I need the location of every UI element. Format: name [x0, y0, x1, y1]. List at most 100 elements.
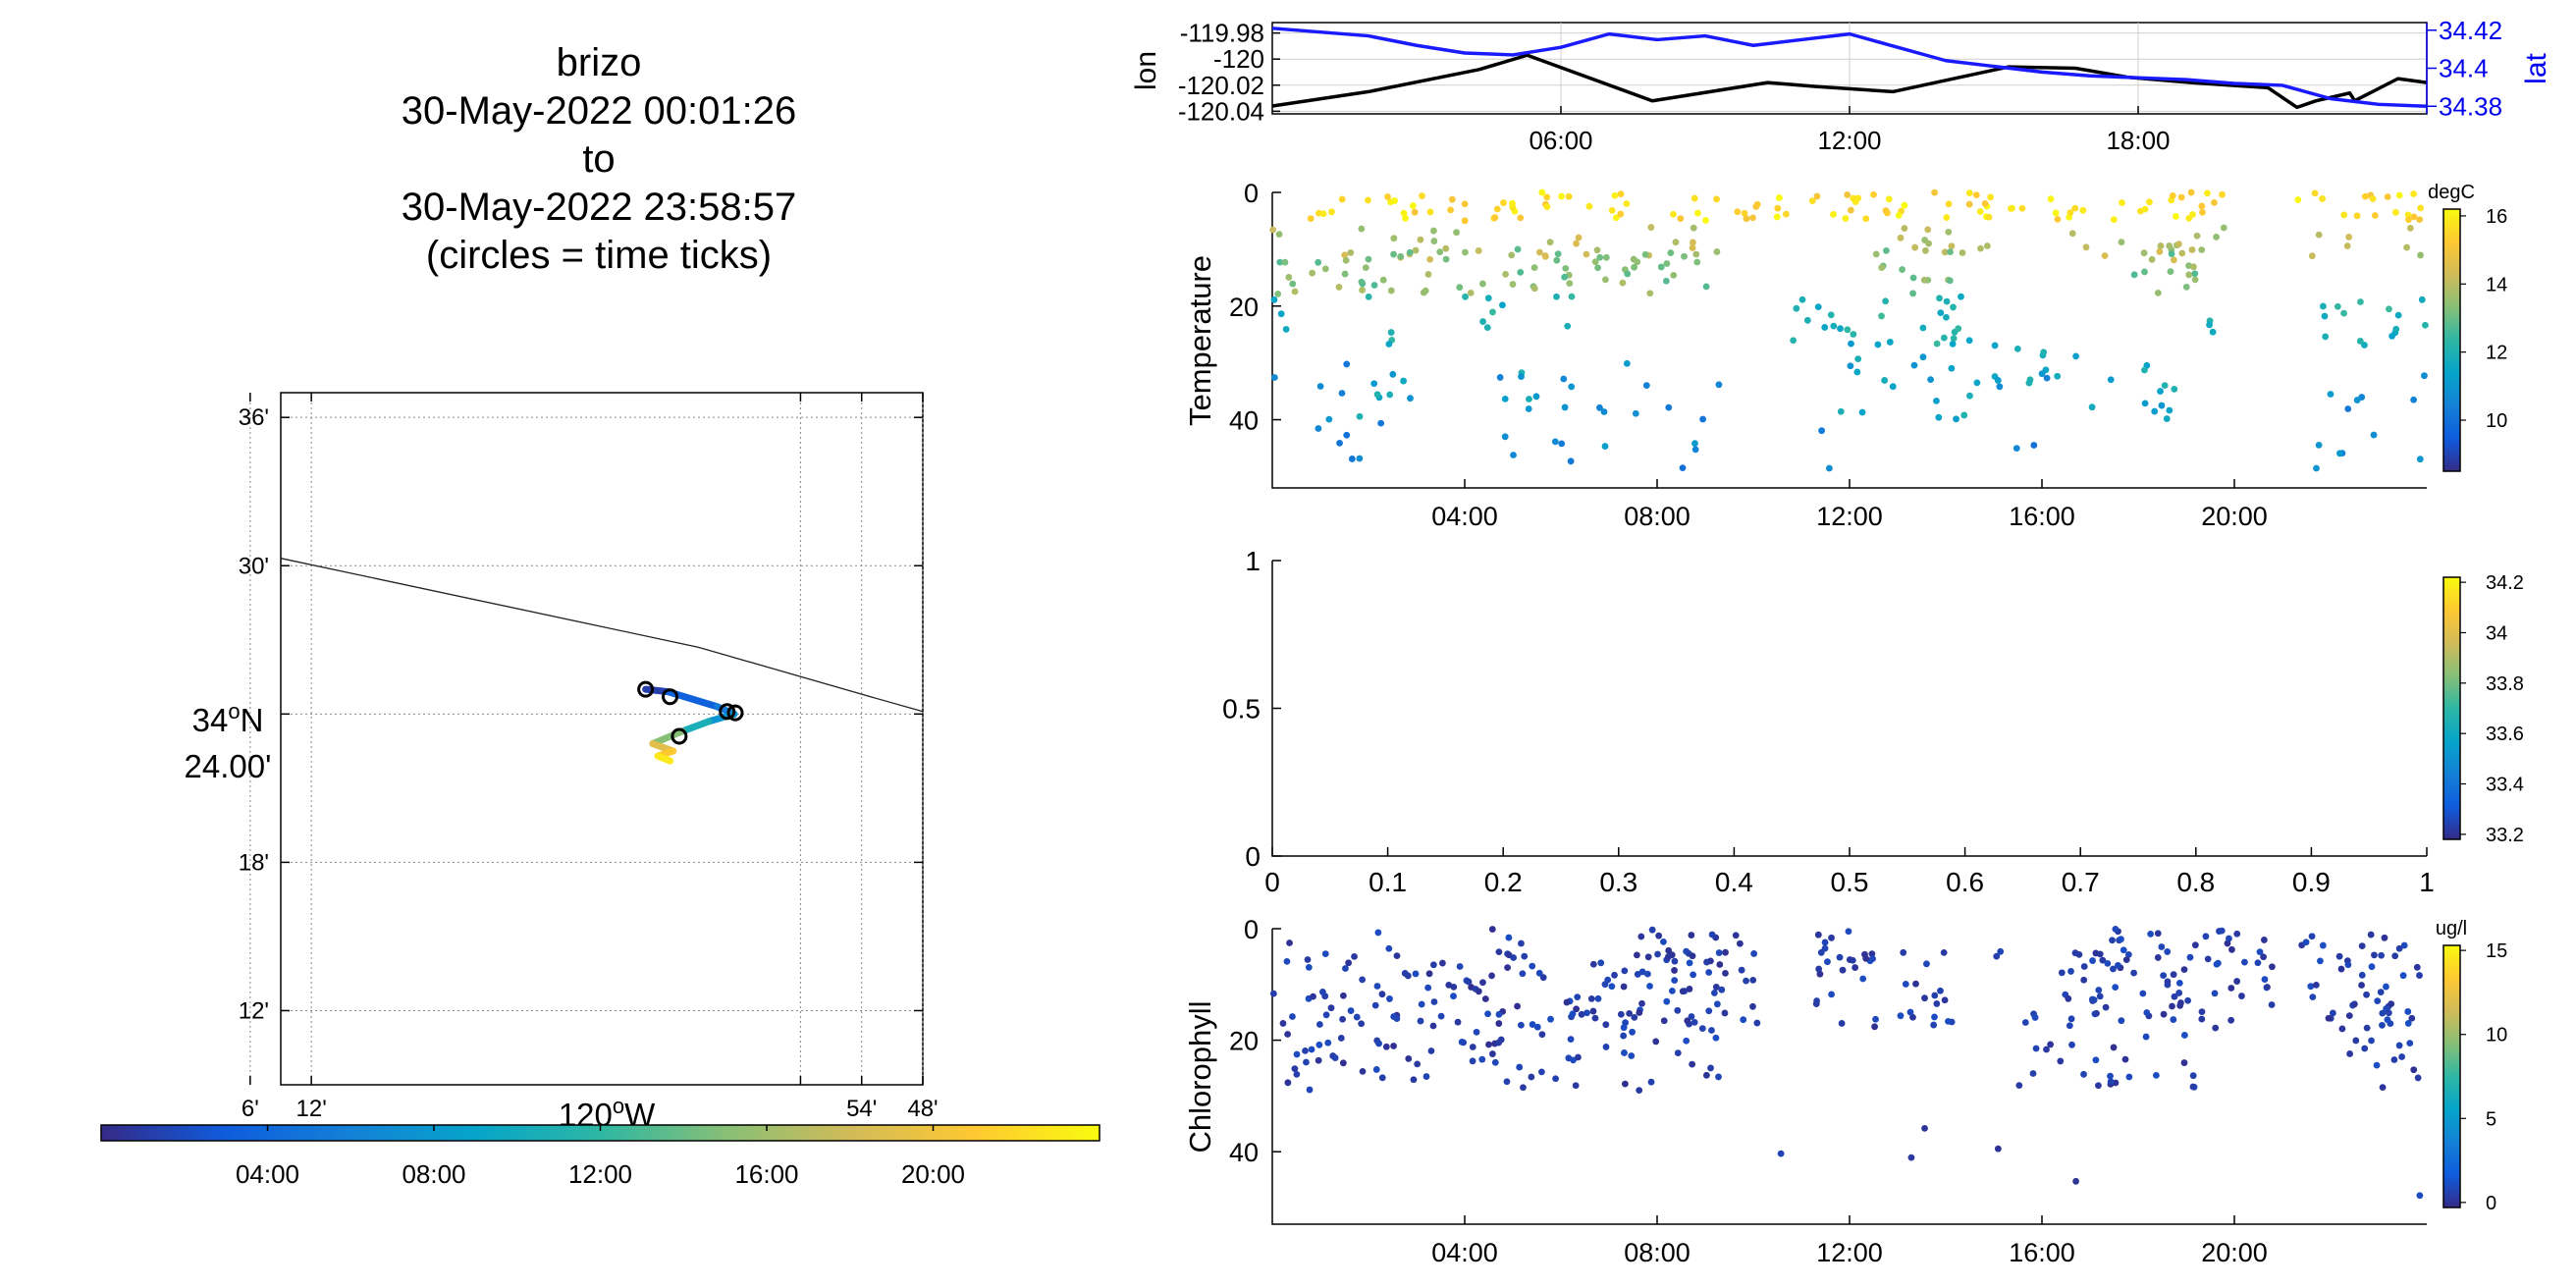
chl-point: [1698, 1025, 1706, 1033]
temp-point: [1379, 276, 1387, 284]
chl-point: [1573, 1005, 1581, 1013]
chl-point: [2125, 1073, 2133, 1081]
temp-point: [2141, 400, 2149, 407]
track-segment: [654, 752, 674, 765]
temp-point: [1994, 377, 2002, 384]
chl-point: [1994, 1145, 2002, 1153]
chl-point: [1633, 951, 1640, 959]
temp-point: [1909, 290, 1916, 297]
chl-point: [2160, 1010, 2168, 1018]
temp-point: [1941, 248, 1949, 256]
temp-point: [1830, 322, 1838, 330]
temp-cbar-tick-label: 16: [2486, 206, 2507, 228]
temp-point: [2361, 342, 2368, 349]
chl-point: [1626, 1009, 1634, 1017]
chl-point: [2186, 953, 2194, 961]
temp-point: [1882, 297, 1890, 305]
temp-point: [2066, 209, 2074, 216]
temp-point: [1336, 439, 1343, 447]
sal-ytick-label: 0: [1245, 841, 1261, 872]
temp-point: [1919, 353, 1927, 361]
temp-point: [1895, 211, 1903, 219]
chl-point: [1460, 1039, 1468, 1046]
temp-point: [2101, 252, 2109, 259]
chl-point: [2302, 939, 2310, 946]
chl-point: [2264, 984, 2271, 991]
temp-point: [2311, 189, 2319, 197]
chl-point: [1736, 939, 1744, 947]
chl-point: [1602, 1021, 1610, 1029]
sal-xtick-label: 0.8: [2176, 867, 2215, 897]
chl-point: [2067, 968, 2074, 975]
chl-point: [2080, 1070, 2087, 1078]
temp-point: [2038, 370, 2046, 378]
chl-point: [1738, 966, 1745, 974]
lat-ytick-label: 34.38: [2439, 91, 2502, 121]
temp-point: [2141, 366, 2148, 374]
chl-point: [1587, 995, 1595, 1002]
time-tick-circle: [726, 704, 744, 722]
chl-point: [1552, 1075, 1559, 1083]
temp-point: [1920, 276, 1928, 284]
temp-point: [1950, 303, 1957, 311]
chl-point: [2361, 1045, 2369, 1052]
temperature-panel: 04:00 08:00 12:00 16:00 20:00 0 20 40 Temperatu…: [1183, 179, 2507, 531]
temp-point: [2388, 332, 2395, 340]
chl-point: [1353, 1013, 1361, 1021]
chl-point: [1537, 1068, 1545, 1076]
chl-point: [1331, 1054, 1339, 1061]
temp-point: [1390, 235, 1398, 242]
temperature-colorbar: [2442, 208, 2461, 472]
chl-point: [2256, 948, 2264, 956]
salinity-ticks: 0 0.1 0.2 0.3 0.4 0.5 0.6 0.7 0.8 0.9 1 0 0.5 1: [1222, 546, 2435, 897]
chl-point: [2068, 1041, 2075, 1048]
temp-point: [2213, 233, 2220, 241]
chl-point: [2198, 1008, 2206, 1016]
temp-point: [2146, 198, 2153, 206]
chl-point: [1933, 1000, 1941, 1007]
temp-point: [2191, 276, 2199, 284]
chl-point: [2202, 933, 2210, 940]
chl-point: [1473, 1028, 1480, 1036]
chl-point: [1821, 939, 1829, 946]
chl-point: [2107, 1078, 2115, 1086]
temp-point: [1321, 265, 1329, 273]
chl-point: [2107, 1072, 2114, 1080]
temp-point: [1818, 427, 1826, 435]
temp-point: [1277, 310, 1285, 318]
temp-point: [2219, 190, 2226, 198]
temp-point: [1517, 214, 1525, 222]
temp-point: [2334, 302, 2341, 310]
temp-point: [1608, 206, 1616, 214]
chl-point: [2110, 1044, 2118, 1051]
temp-point: [1365, 196, 1371, 204]
chl-point: [1519, 970, 1527, 978]
chl-point: [1846, 956, 1853, 963]
lat-ytick-label: 34.42: [2439, 16, 2502, 45]
chl-point: [1909, 1013, 1916, 1021]
temp-point: [1854, 355, 1862, 363]
chl-point: [1337, 1035, 1345, 1042]
temp-point: [1391, 197, 1398, 204]
chl-point: [1617, 1010, 1625, 1018]
chl-point: [2164, 978, 2172, 986]
temp-point: [2141, 205, 2149, 213]
chl-point: [2390, 1056, 2398, 1063]
temp-point: [2220, 224, 2227, 232]
temp-point: [1554, 250, 1562, 258]
temp-point: [1424, 271, 1432, 278]
chl-point: [1648, 926, 1656, 934]
temp-point: [2154, 289, 2162, 296]
temp-point: [2204, 189, 2211, 197]
chl-ytick-label: 0: [1244, 915, 1259, 944]
chl-point: [2379, 1009, 2387, 1017]
chl-point: [1611, 971, 1618, 979]
temp-point: [2161, 382, 2169, 390]
chl-point: [2391, 952, 2399, 960]
temp-point: [1911, 243, 1919, 251]
title-start-time: 30-May-2022 00:01:26: [401, 89, 797, 133]
temp-point: [1691, 440, 1698, 448]
chl-point: [1373, 983, 1381, 990]
temp-cbar-tick-label: 10: [2486, 410, 2507, 432]
